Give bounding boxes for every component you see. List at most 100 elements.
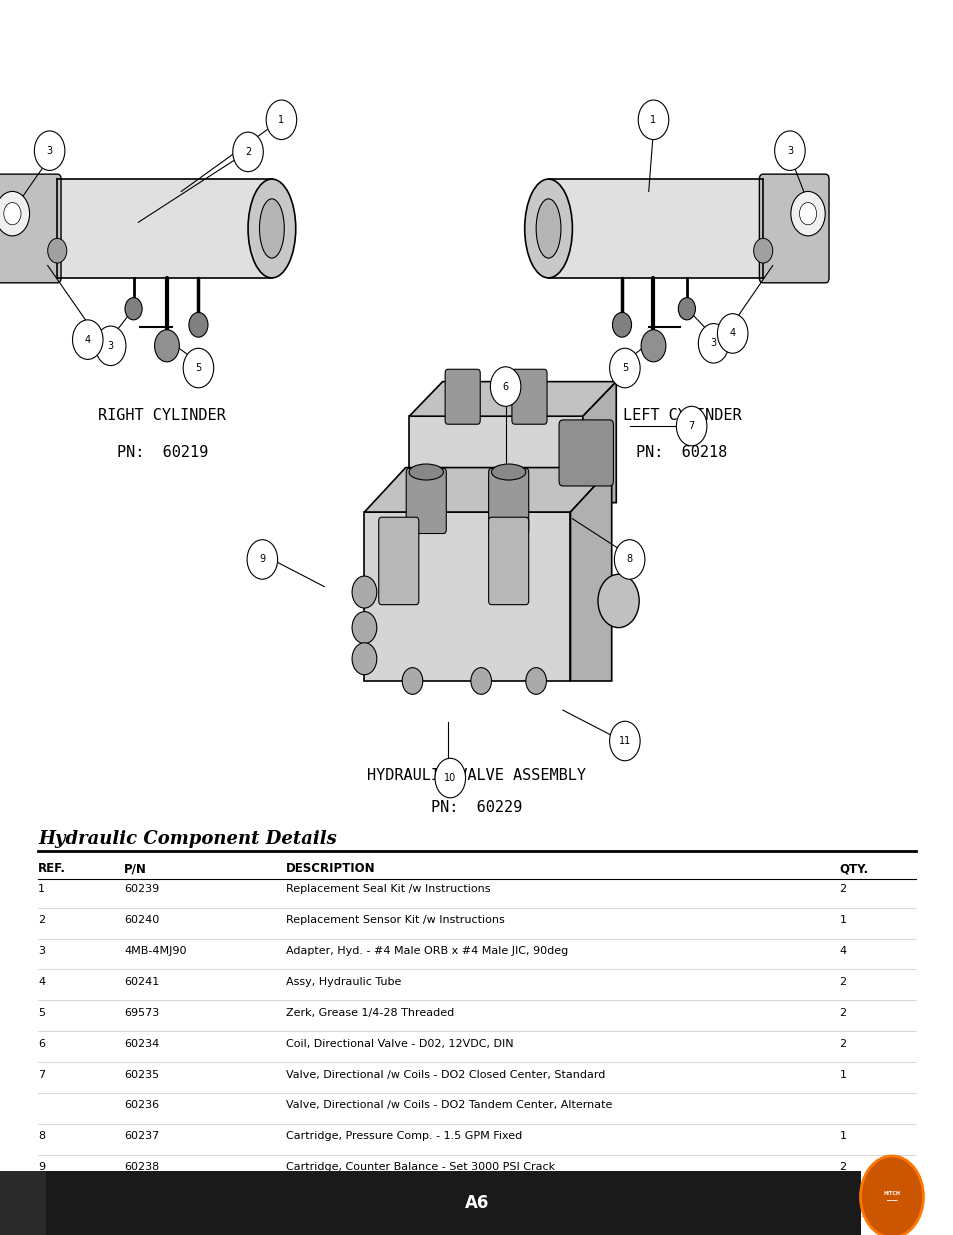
FancyBboxPatch shape [364,513,570,680]
Text: Valve, Directional /w Coils - DO2 Tandem Center, Alternate: Valve, Directional /w Coils - DO2 Tandem… [286,1100,612,1110]
Text: 2: 2 [839,1224,845,1234]
Text: 1: 1 [38,884,45,894]
Text: 8: 8 [626,555,632,564]
Circle shape [609,721,639,761]
Text: 5: 5 [38,1008,45,1018]
FancyBboxPatch shape [0,1171,46,1235]
Text: A6: A6 [464,1194,489,1212]
Text: PN:  60219: PN: 60219 [116,445,208,459]
Text: Cartridge, Pressure Comp. - 1.5 GPM Fixed: Cartridge, Pressure Comp. - 1.5 GPM Fixe… [286,1131,522,1141]
Circle shape [678,298,695,320]
Text: 7: 7 [688,421,694,431]
Text: 1: 1 [650,115,656,125]
Text: 2: 2 [839,1039,845,1049]
Circle shape [402,668,422,694]
Text: 9: 9 [38,1162,45,1172]
Text: 60239: 60239 [124,884,159,894]
Circle shape [612,312,631,337]
Text: 2: 2 [839,977,845,987]
Text: HYDRAULIC VALVE ASSEMBLY: HYDRAULIC VALVE ASSEMBLY [367,768,586,783]
Circle shape [490,367,520,406]
Text: 60238: 60238 [124,1162,159,1172]
Text: HITCH
━━━━: HITCH ━━━━ [882,1192,900,1202]
Text: 4MB-4MJ90: 4MB-4MJ90 [124,1224,187,1234]
Circle shape [352,642,376,674]
Text: Adpater, Hyd. - #4 Male ORB x #4 Female JIC, 90deg: Adpater, Hyd. - #4 Male ORB x #4 Female … [286,1193,581,1203]
Circle shape [247,540,277,579]
Text: REF.: REF. [38,862,66,876]
Text: 10: 10 [38,1193,52,1203]
Text: 60236: 60236 [124,1100,159,1110]
Ellipse shape [491,464,525,480]
Ellipse shape [536,199,560,258]
Circle shape [352,576,376,608]
Circle shape [614,540,644,579]
Circle shape [717,314,747,353]
Text: 2: 2 [839,884,845,894]
Text: 11: 11 [618,736,630,746]
Circle shape [233,132,263,172]
FancyBboxPatch shape [488,468,528,534]
Text: 1: 1 [839,1131,845,1141]
Text: 3: 3 [710,338,716,348]
Text: 1: 1 [278,115,284,125]
Text: 5: 5 [195,363,201,373]
Circle shape [525,668,546,694]
Text: 8: 8 [38,1131,45,1141]
Ellipse shape [248,179,295,278]
Text: RIGHT CYLINDER: RIGHT CYLINDER [98,408,226,422]
Text: 1: 1 [839,1070,845,1079]
Text: Cartridge, Counter Balance - Set 3000 PSI Crack: Cartridge, Counter Balance - Set 3000 PS… [286,1162,555,1172]
Circle shape [471,668,491,694]
Text: Adapter, Hyd. - #4 Male ORB x #4 Male JIC, 90deg: Adapter, Hyd. - #4 Male ORB x #4 Male JI… [286,946,568,956]
Text: 4MB-4MJ90: 4MB-4MJ90 [124,946,187,956]
Text: Assy, Hydraulic Tube: Assy, Hydraulic Tube [286,977,401,987]
Text: QTY.: QTY. [839,862,868,876]
Text: PN:  60229: PN: 60229 [431,800,522,815]
Circle shape [34,131,65,170]
Circle shape [698,324,728,363]
Text: 2: 2 [38,915,45,925]
Polygon shape [570,468,611,680]
Text: 9: 9 [259,555,265,564]
FancyBboxPatch shape [409,416,582,503]
Text: 6: 6 [502,382,508,391]
Text: 60235: 60235 [124,1070,159,1079]
Circle shape [183,348,213,388]
Circle shape [189,312,208,337]
Text: PN:  60218: PN: 60218 [636,445,727,459]
FancyBboxPatch shape [512,369,546,425]
Text: Zerk, Grease 1/4-28 Threaded: Zerk, Grease 1/4-28 Threaded [286,1008,454,1018]
Polygon shape [409,382,616,416]
Text: 4: 4 [729,329,735,338]
Circle shape [790,191,824,236]
FancyBboxPatch shape [46,1171,861,1235]
Circle shape [4,203,21,225]
Text: 6: 6 [38,1039,45,1049]
Text: 5: 5 [621,363,627,373]
Circle shape [48,238,67,263]
Text: 2: 2 [839,1008,845,1018]
Text: 3: 3 [47,146,52,156]
Circle shape [774,131,804,170]
Circle shape [753,238,772,263]
Circle shape [860,1156,923,1235]
Text: 69573: 69573 [124,1008,159,1018]
FancyBboxPatch shape [445,369,479,425]
Circle shape [435,758,465,798]
Text: P/N: P/N [124,862,147,876]
Circle shape [609,348,639,388]
Circle shape [266,100,296,140]
Text: Valve, Directional /w Coils - DO2 Closed Center, Standard: Valve, Directional /w Coils - DO2 Closed… [286,1070,605,1079]
Text: 3: 3 [38,946,45,956]
Polygon shape [364,468,611,513]
Ellipse shape [409,464,443,480]
Text: 4: 4 [38,977,45,987]
Text: DESCRIPTION: DESCRIPTION [286,862,375,876]
Text: Coil, Directional Valve - D02, 12VDC, DIN: Coil, Directional Valve - D02, 12VDC, DI… [286,1039,514,1049]
FancyBboxPatch shape [406,468,446,534]
Polygon shape [57,179,272,278]
Text: 2: 2 [839,1162,845,1172]
Circle shape [638,100,668,140]
Text: 4MB-4FJ90: 4MB-4FJ90 [124,1193,183,1203]
